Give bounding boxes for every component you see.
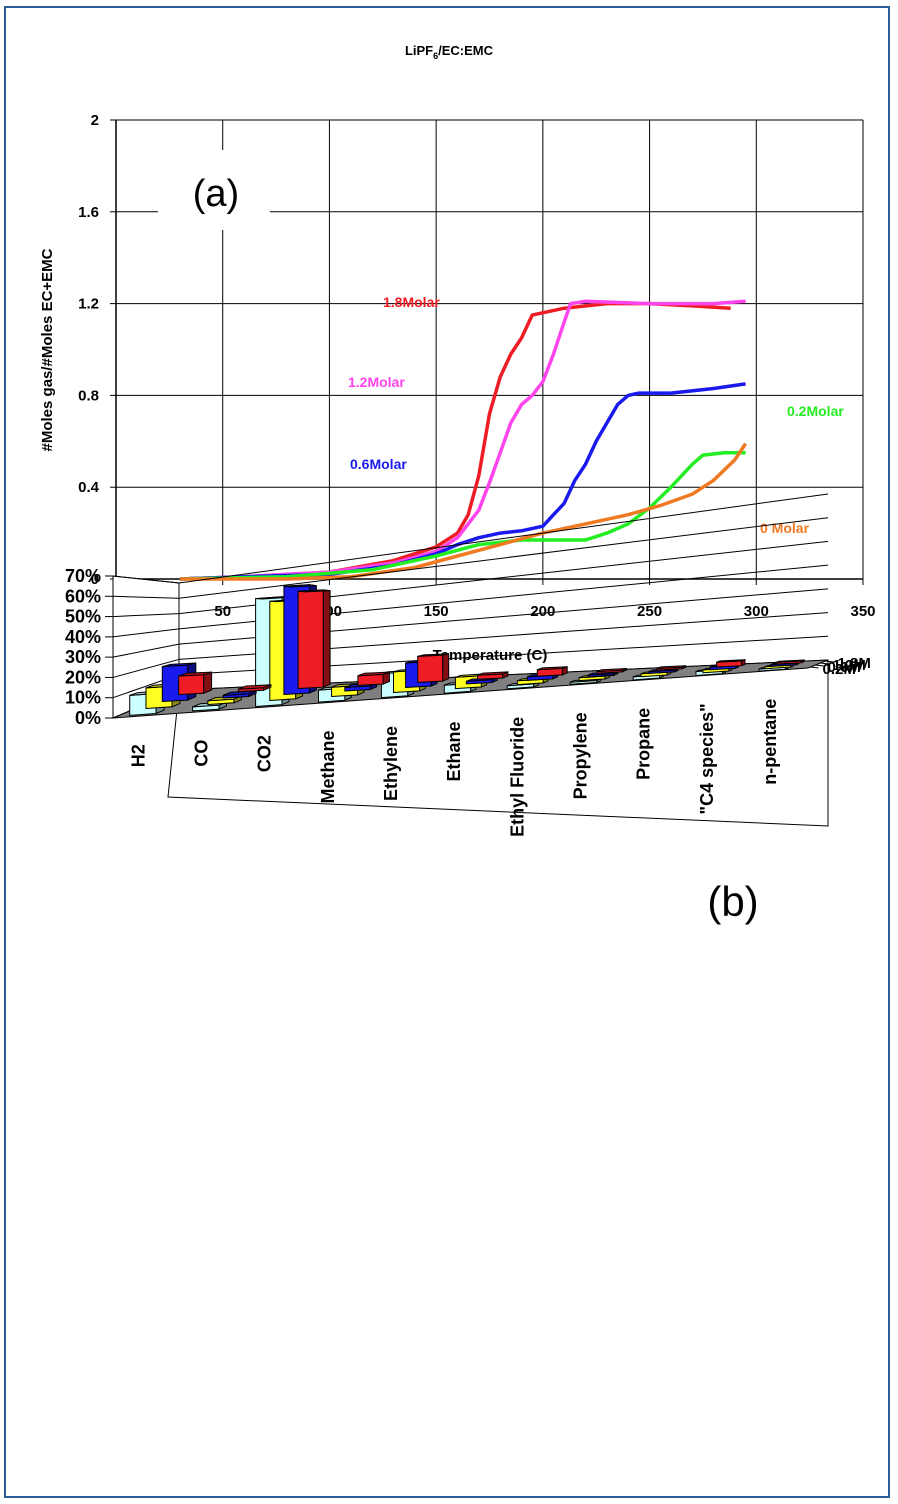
series-label: 0 Molar	[760, 520, 810, 536]
a-ytick-label: 1.2	[78, 296, 99, 313]
a-xtick-label: 200	[530, 603, 555, 620]
series-line-0-molar	[180, 442, 748, 581]
a-ytick-label: 0.8	[78, 387, 99, 404]
a-ytick-label: 2	[91, 112, 99, 129]
line-chart-a: LiPF6/EC:EMC 0 50 100 150 200 250 300 350 0 0.4 0.…	[39, 43, 876, 664]
a-xtick-label: 100	[317, 603, 342, 620]
series-label: 1.2Molar	[348, 374, 405, 390]
a-xtick-label: 300	[744, 603, 769, 620]
a-ytick-label: 0	[91, 571, 99, 588]
a-xtick-label: 50	[214, 603, 231, 620]
series-line-1.2molar	[179, 299, 746, 581]
a-xtick-label: 150	[424, 603, 449, 620]
series-label: 1.8Molar	[383, 294, 440, 310]
series-label: 0.6Molar	[350, 456, 407, 472]
chart-a-title: LiPF6/EC:EMC	[405, 43, 494, 61]
a-xtick-label: 350	[850, 603, 875, 620]
a-xtick-label: 0	[112, 603, 120, 620]
a-ytick-label: 1.6	[78, 204, 99, 221]
panel-label-a-bg	[158, 150, 270, 230]
a-ytick-label: 0.4	[78, 479, 100, 496]
figure-frame	[4, 6, 890, 1498]
series-label: 0.2Molar	[787, 403, 844, 419]
x-axis-label-a: Temperature (C)	[433, 647, 548, 664]
chart-a-series: 1.8Molar 1.2Molar 0.6Molar 0.2Molar 0 Molar	[179, 294, 844, 581]
series-line-0.2molar	[179, 451, 746, 581]
panel-label-a: (a)	[193, 173, 239, 215]
a-xtick-label: 250	[637, 603, 662, 620]
y-axis-label-a: #Moles gas/#Moles EC+EMC	[39, 248, 56, 451]
